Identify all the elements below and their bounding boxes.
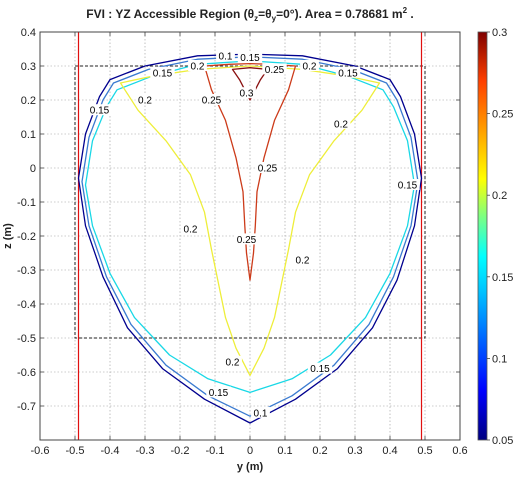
y-tick-label: 0.2 [21,95,36,107]
y-tick-label: -0.2 [17,231,36,243]
contour-label: 0.15 [398,181,418,192]
contour-label-bg [135,94,155,105]
contour-label: 0.2 [303,62,317,73]
contour-label: 0.25 [237,235,257,246]
contour-label-bg [331,117,351,129]
colorbar-tick-label: 0.1 [492,353,507,365]
y-tick-label: 0 [30,163,36,175]
contour-label: 0.15 [240,53,260,64]
contour-label: 0.2 [334,119,348,130]
contour-label-bg [206,386,231,398]
y-tick-label: 0.4 [21,27,36,39]
contour-label-bg [255,162,280,173]
colorbar-tick-label: 0.05 [492,435,513,447]
axis-ticks: -0.6 -0.5 -0.4 -0.3 -0.2 -0.1 0 0.1 0.2 0.3 0.4 0.5… [17,27,468,457]
contour-label-bg [293,253,312,265]
contour-label-bg [223,355,242,367]
x-tick-label: -0.6 [31,445,50,457]
contour-label-bg [307,362,333,374]
colorbar [477,31,488,441]
contour-label: 0.2 [184,225,198,236]
contour-label-bg [87,104,112,116]
contour-label: 0.15 [310,364,330,375]
contour-label: 0.2 [226,357,240,368]
contour-label-bg [199,94,224,105]
contour-label-bg [335,66,361,78]
contour-label: 0.15 [153,68,173,79]
contour-label: 0.2 [138,96,152,107]
x-tick-label: -0.3 [136,445,155,457]
colorbar-ticks: 0.05 0.1 0.15 0.2 0.25 0.3 [487,27,513,447]
contour-label: 0.15 [338,68,358,79]
chart-title: FVI : YZ Accessible Region (θz=θy=0°). A… [86,6,413,23]
contour-label-bg [216,49,235,61]
x-tick-label: 0.2 [312,445,327,457]
contour-label-bg [237,51,263,63]
x-axis-label: y (m) [237,461,264,473]
x-tick-label: 0 [247,445,253,457]
x-tick-label: 0.6 [452,445,467,457]
x-tick-label: -0.1 [206,445,225,457]
contour-label-bg [150,66,175,78]
x-tick-label: -0.2 [171,445,190,457]
contour-label-bg [300,60,319,71]
contour-label-bg [262,63,287,75]
contour-label-bg [251,406,270,418]
contour-labels: 0.1 0.15 0.25 0.2 0.2 0.15 0.15 0.25 0.3 0.2 0.2 0.… [87,49,420,419]
y-tick-label: 0.1 [21,129,36,141]
contour-label-bg [188,60,207,71]
contour-label: 0.25 [265,65,285,76]
x-tick-label: 0.4 [382,445,397,457]
contour-label: 0.15 [90,106,110,117]
contour-label: 0.2 [191,62,205,73]
contour-label-bg [181,223,200,235]
contour-label: 0.2 [296,255,310,266]
x-tick-label: -0.5 [66,445,85,457]
y-tick-label: -0.3 [17,265,36,277]
contour-label: 0.25 [202,96,222,107]
y-tick-label: -0.5 [17,333,36,345]
contour-label: 0.15 [209,388,229,399]
y-tick-label: -0.7 [17,401,36,413]
contour-label-bg [234,233,259,245]
colorbar-tick-label: 0.15 [492,272,513,284]
x-tick-label: 0.5 [417,445,432,457]
contour-label-bg [395,179,420,190]
y-tick-label: -0.4 [17,299,36,311]
contour-label: 0.1 [254,408,268,419]
contour-label: 0.3 [240,89,254,100]
colorbar-tick-label: 0.25 [492,109,513,121]
x-tick-label: -0.4 [101,445,120,457]
colorbar-tick-label: 0.2 [492,190,507,202]
contour-label: 0.1 [219,51,233,62]
colorbar-tick-label: 0.3 [492,27,507,39]
y-tick-label: 0.3 [21,61,36,73]
contour-label-bg [237,87,256,99]
x-tick-label: 0.3 [347,445,362,457]
y-tick-label: -0.1 [17,197,36,209]
y-axis-label: z (m) [2,223,14,249]
x-tick-label: 0.1 [277,445,292,457]
contour-label: 0.25 [258,164,278,175]
y-tick-label: -0.6 [17,367,36,379]
contour-line-0_05 [77,53,423,424]
